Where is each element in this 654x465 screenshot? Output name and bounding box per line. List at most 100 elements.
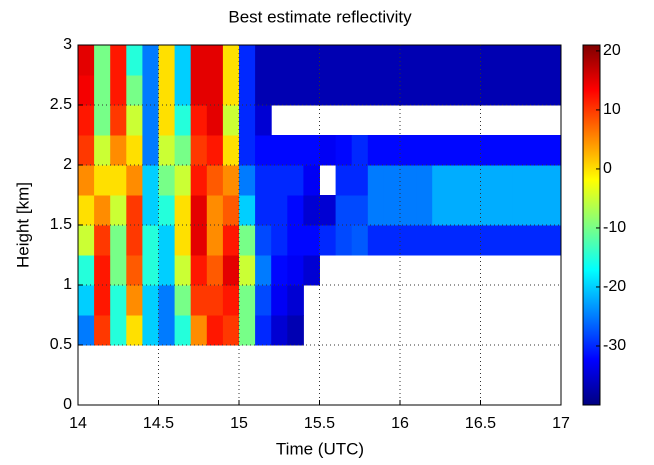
heat-cell xyxy=(528,195,546,226)
heat-cell xyxy=(287,45,304,76)
heat-cell xyxy=(174,315,192,346)
heat-cell xyxy=(287,165,304,196)
heat-cell xyxy=(142,75,159,106)
x-tick-label: 14 xyxy=(69,415,87,432)
heat-cell xyxy=(239,165,256,196)
heat-cell xyxy=(367,45,385,76)
heat-cell xyxy=(448,75,465,106)
heat-cell xyxy=(158,75,176,106)
heat-cell xyxy=(528,45,546,76)
heat-cell xyxy=(528,225,546,256)
heat-cell xyxy=(94,165,111,196)
heat-cell xyxy=(544,45,562,76)
heat-cell xyxy=(222,165,240,196)
heat-cell xyxy=(222,225,240,256)
heat-cell xyxy=(94,105,111,136)
heat-cell xyxy=(190,105,208,136)
heat-cell xyxy=(351,195,369,226)
heat-cell xyxy=(319,45,337,76)
heat-cell xyxy=(351,45,369,76)
y-tick-label: 2 xyxy=(63,156,72,173)
heat-cell xyxy=(271,75,288,106)
heat-cell xyxy=(416,75,433,106)
heat-cell xyxy=(303,165,320,196)
heat-cell xyxy=(416,135,433,166)
heat-cell xyxy=(174,225,192,256)
y-tick-label: 2.5 xyxy=(50,96,72,113)
heat-cell xyxy=(496,45,514,76)
heat-cell xyxy=(239,255,256,286)
heat-cell xyxy=(158,285,176,316)
heat-cell xyxy=(464,165,481,196)
heat-cell xyxy=(142,45,159,76)
y-axis-label: Height [km] xyxy=(13,182,32,268)
colorbar-tick-label: 0 xyxy=(603,160,612,177)
heat-cell xyxy=(400,75,417,106)
heat-cell xyxy=(448,135,465,166)
heat-cell xyxy=(222,315,240,346)
heat-cell xyxy=(303,135,320,166)
heat-cell xyxy=(78,255,95,286)
heat-cell xyxy=(126,315,143,346)
heat-cell xyxy=(255,315,272,346)
heat-cell xyxy=(432,75,449,106)
heat-cell xyxy=(351,75,369,106)
heat-cell xyxy=(416,45,433,76)
heat-cell xyxy=(110,45,127,76)
heat-cell xyxy=(190,45,208,76)
x-tick-label: 14.5 xyxy=(143,415,174,432)
x-axis-label: Time (UTC) xyxy=(276,439,364,458)
heat-cell xyxy=(367,195,385,226)
heat-cell xyxy=(448,45,465,76)
heat-cell xyxy=(448,165,465,196)
heat-cell xyxy=(480,75,498,106)
heat-cell xyxy=(126,165,143,196)
heat-cell xyxy=(110,165,127,196)
heat-cell xyxy=(416,165,433,196)
heat-cell xyxy=(206,225,224,256)
heat-cell xyxy=(351,135,369,166)
heat-cell xyxy=(496,195,514,226)
heat-cell xyxy=(94,45,111,76)
heat-cell xyxy=(255,225,272,256)
heat-cell xyxy=(190,75,208,106)
heat-cell xyxy=(110,315,127,346)
heat-cell xyxy=(174,45,192,76)
heat-cell xyxy=(206,45,224,76)
heat-cell xyxy=(464,45,481,76)
heat-cell xyxy=(94,225,111,256)
heat-cell xyxy=(351,165,369,196)
heat-cell xyxy=(174,255,192,286)
heat-cell xyxy=(94,315,111,346)
heat-cell xyxy=(512,75,530,106)
heat-cell xyxy=(544,195,562,226)
heat-cell xyxy=(78,195,95,226)
heat-cell xyxy=(255,45,272,76)
y-tick-label: 1.5 xyxy=(50,216,72,233)
heat-cell xyxy=(206,315,224,346)
heat-cell xyxy=(480,45,498,76)
heat-cell xyxy=(255,195,272,226)
heat-cell xyxy=(303,75,320,106)
heat-cell xyxy=(512,45,530,76)
heat-cell xyxy=(255,105,272,136)
heat-cell xyxy=(255,255,272,286)
heat-cell xyxy=(416,195,433,226)
heat-cell xyxy=(432,45,449,76)
heat-cell xyxy=(239,75,256,106)
heat-cell xyxy=(110,225,127,256)
heat-cell xyxy=(158,45,176,76)
heat-cell xyxy=(222,285,240,316)
heat-cell xyxy=(158,195,176,226)
heat-cell xyxy=(190,225,208,256)
heat-cell xyxy=(110,75,127,106)
heat-cell xyxy=(158,135,176,166)
heat-cell xyxy=(544,165,562,196)
heat-cell xyxy=(351,225,369,256)
heat-cell xyxy=(158,225,176,256)
heat-cell xyxy=(142,165,159,196)
heat-cell xyxy=(222,45,240,76)
heat-cell xyxy=(432,195,449,226)
heat-cell xyxy=(496,225,514,256)
